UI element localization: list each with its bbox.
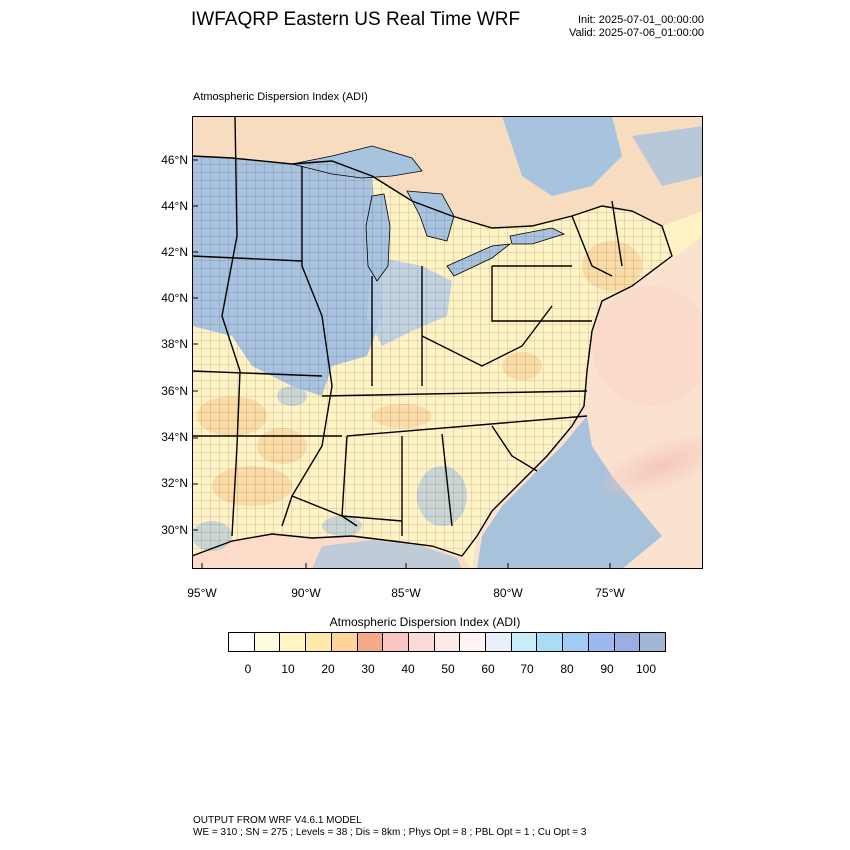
lon-label-90: 90°W bbox=[291, 586, 321, 600]
canada-high-adi bbox=[632, 126, 703, 186]
valid-time: Valid: 2025-07-06_01:00:00 bbox=[569, 27, 704, 39]
lon-label-75: 75°W bbox=[595, 586, 625, 600]
colorbar-label-50: 50 bbox=[441, 662, 455, 676]
gulf-stream-band bbox=[595, 432, 703, 500]
colorbar-swatch-10 bbox=[486, 633, 512, 651]
map-subtitle: Atmospheric Dispersion Index (ADI) bbox=[193, 91, 368, 103]
county-mesh bbox=[192, 156, 672, 556]
lon-label-85: 85°W bbox=[391, 586, 421, 600]
lat-label-34: 34°N bbox=[161, 430, 188, 444]
colorbar-label-80: 80 bbox=[560, 662, 574, 676]
page-title: IWFAQRP Eastern US Real Time WRF bbox=[191, 9, 521, 30]
colorbar-label-0: 0 bbox=[244, 662, 252, 676]
colorbar-label-60: 60 bbox=[481, 662, 495, 676]
state-borders bbox=[192, 116, 673, 557]
ocean-high-adi bbox=[477, 416, 662, 569]
map-frame bbox=[192, 116, 703, 569]
colorbar-label-70: 70 bbox=[520, 662, 534, 676]
colorbar-swatch-11 bbox=[511, 633, 538, 651]
colorbar-label-100: 100 bbox=[635, 662, 657, 676]
colorbar bbox=[228, 632, 666, 652]
colorbar-swatch-7 bbox=[408, 633, 435, 651]
offshore-pink-band bbox=[592, 286, 703, 406]
gulf-high-adi bbox=[312, 540, 462, 569]
colorbar-swatch-5 bbox=[357, 633, 384, 651]
run-times: Init: 2025-07-01_00:00:00 Valid: 2025-07… bbox=[569, 14, 704, 40]
axis-ticks bbox=[192, 159, 611, 569]
footer-line-1: OUTPUT FROM WRF V4.6.1 MODEL bbox=[193, 815, 362, 826]
lat-label-44: 44°N bbox=[161, 199, 188, 213]
model-footer: OUTPUT FROM WRF V4.6.1 MODEL WE = 310 ; … bbox=[193, 815, 586, 839]
lon-label-80: 80°W bbox=[493, 586, 523, 600]
adi-map bbox=[192, 116, 703, 569]
colorbar-swatch-16 bbox=[640, 633, 665, 651]
colorbar-swatch-0 bbox=[229, 633, 255, 651]
lat-label-46: 46°N bbox=[161, 153, 188, 167]
colorbar-swatch-14 bbox=[588, 633, 615, 651]
colorbar-swatch-9 bbox=[460, 633, 487, 651]
colorbar-label-40: 40 bbox=[401, 662, 415, 676]
lat-label-32: 32°N bbox=[161, 476, 188, 490]
lon-label-95: 95°W bbox=[187, 586, 217, 600]
colorbar-swatch-6 bbox=[383, 633, 409, 651]
colorbar-swatch-8 bbox=[434, 633, 461, 651]
footer-line-2: WE = 310 ; SN = 275 ; Levels = 38 ; Dis … bbox=[193, 827, 587, 838]
colorbar-swatch-12 bbox=[537, 633, 564, 651]
lat-label-30: 30°N bbox=[161, 523, 188, 537]
colorbar-swatch-2 bbox=[280, 633, 307, 651]
colorbar-swatch-1 bbox=[254, 633, 281, 651]
hudson-bay-area bbox=[502, 116, 622, 196]
colorbar-label-20: 20 bbox=[321, 662, 335, 676]
init-time: Init: 2025-07-01_00:00:00 bbox=[578, 14, 704, 26]
colorbar-label-90: 90 bbox=[600, 662, 614, 676]
colorbar-label-30: 30 bbox=[361, 662, 375, 676]
lat-label-38: 38°N bbox=[161, 337, 188, 351]
lat-label-42: 42°N bbox=[161, 245, 188, 259]
colorbar-title: Atmospheric Dispersion Index (ADI) bbox=[329, 615, 521, 629]
lat-label-40: 40°N bbox=[161, 291, 188, 305]
colorbar-swatch-15 bbox=[614, 633, 641, 651]
colorbar-swatch-13 bbox=[563, 633, 589, 651]
colorbar-swatch-3 bbox=[306, 633, 332, 651]
colorbar-label-10: 10 bbox=[281, 662, 295, 676]
lat-label-36: 36°N bbox=[161, 384, 188, 398]
colorbar-swatch-4 bbox=[331, 633, 358, 651]
